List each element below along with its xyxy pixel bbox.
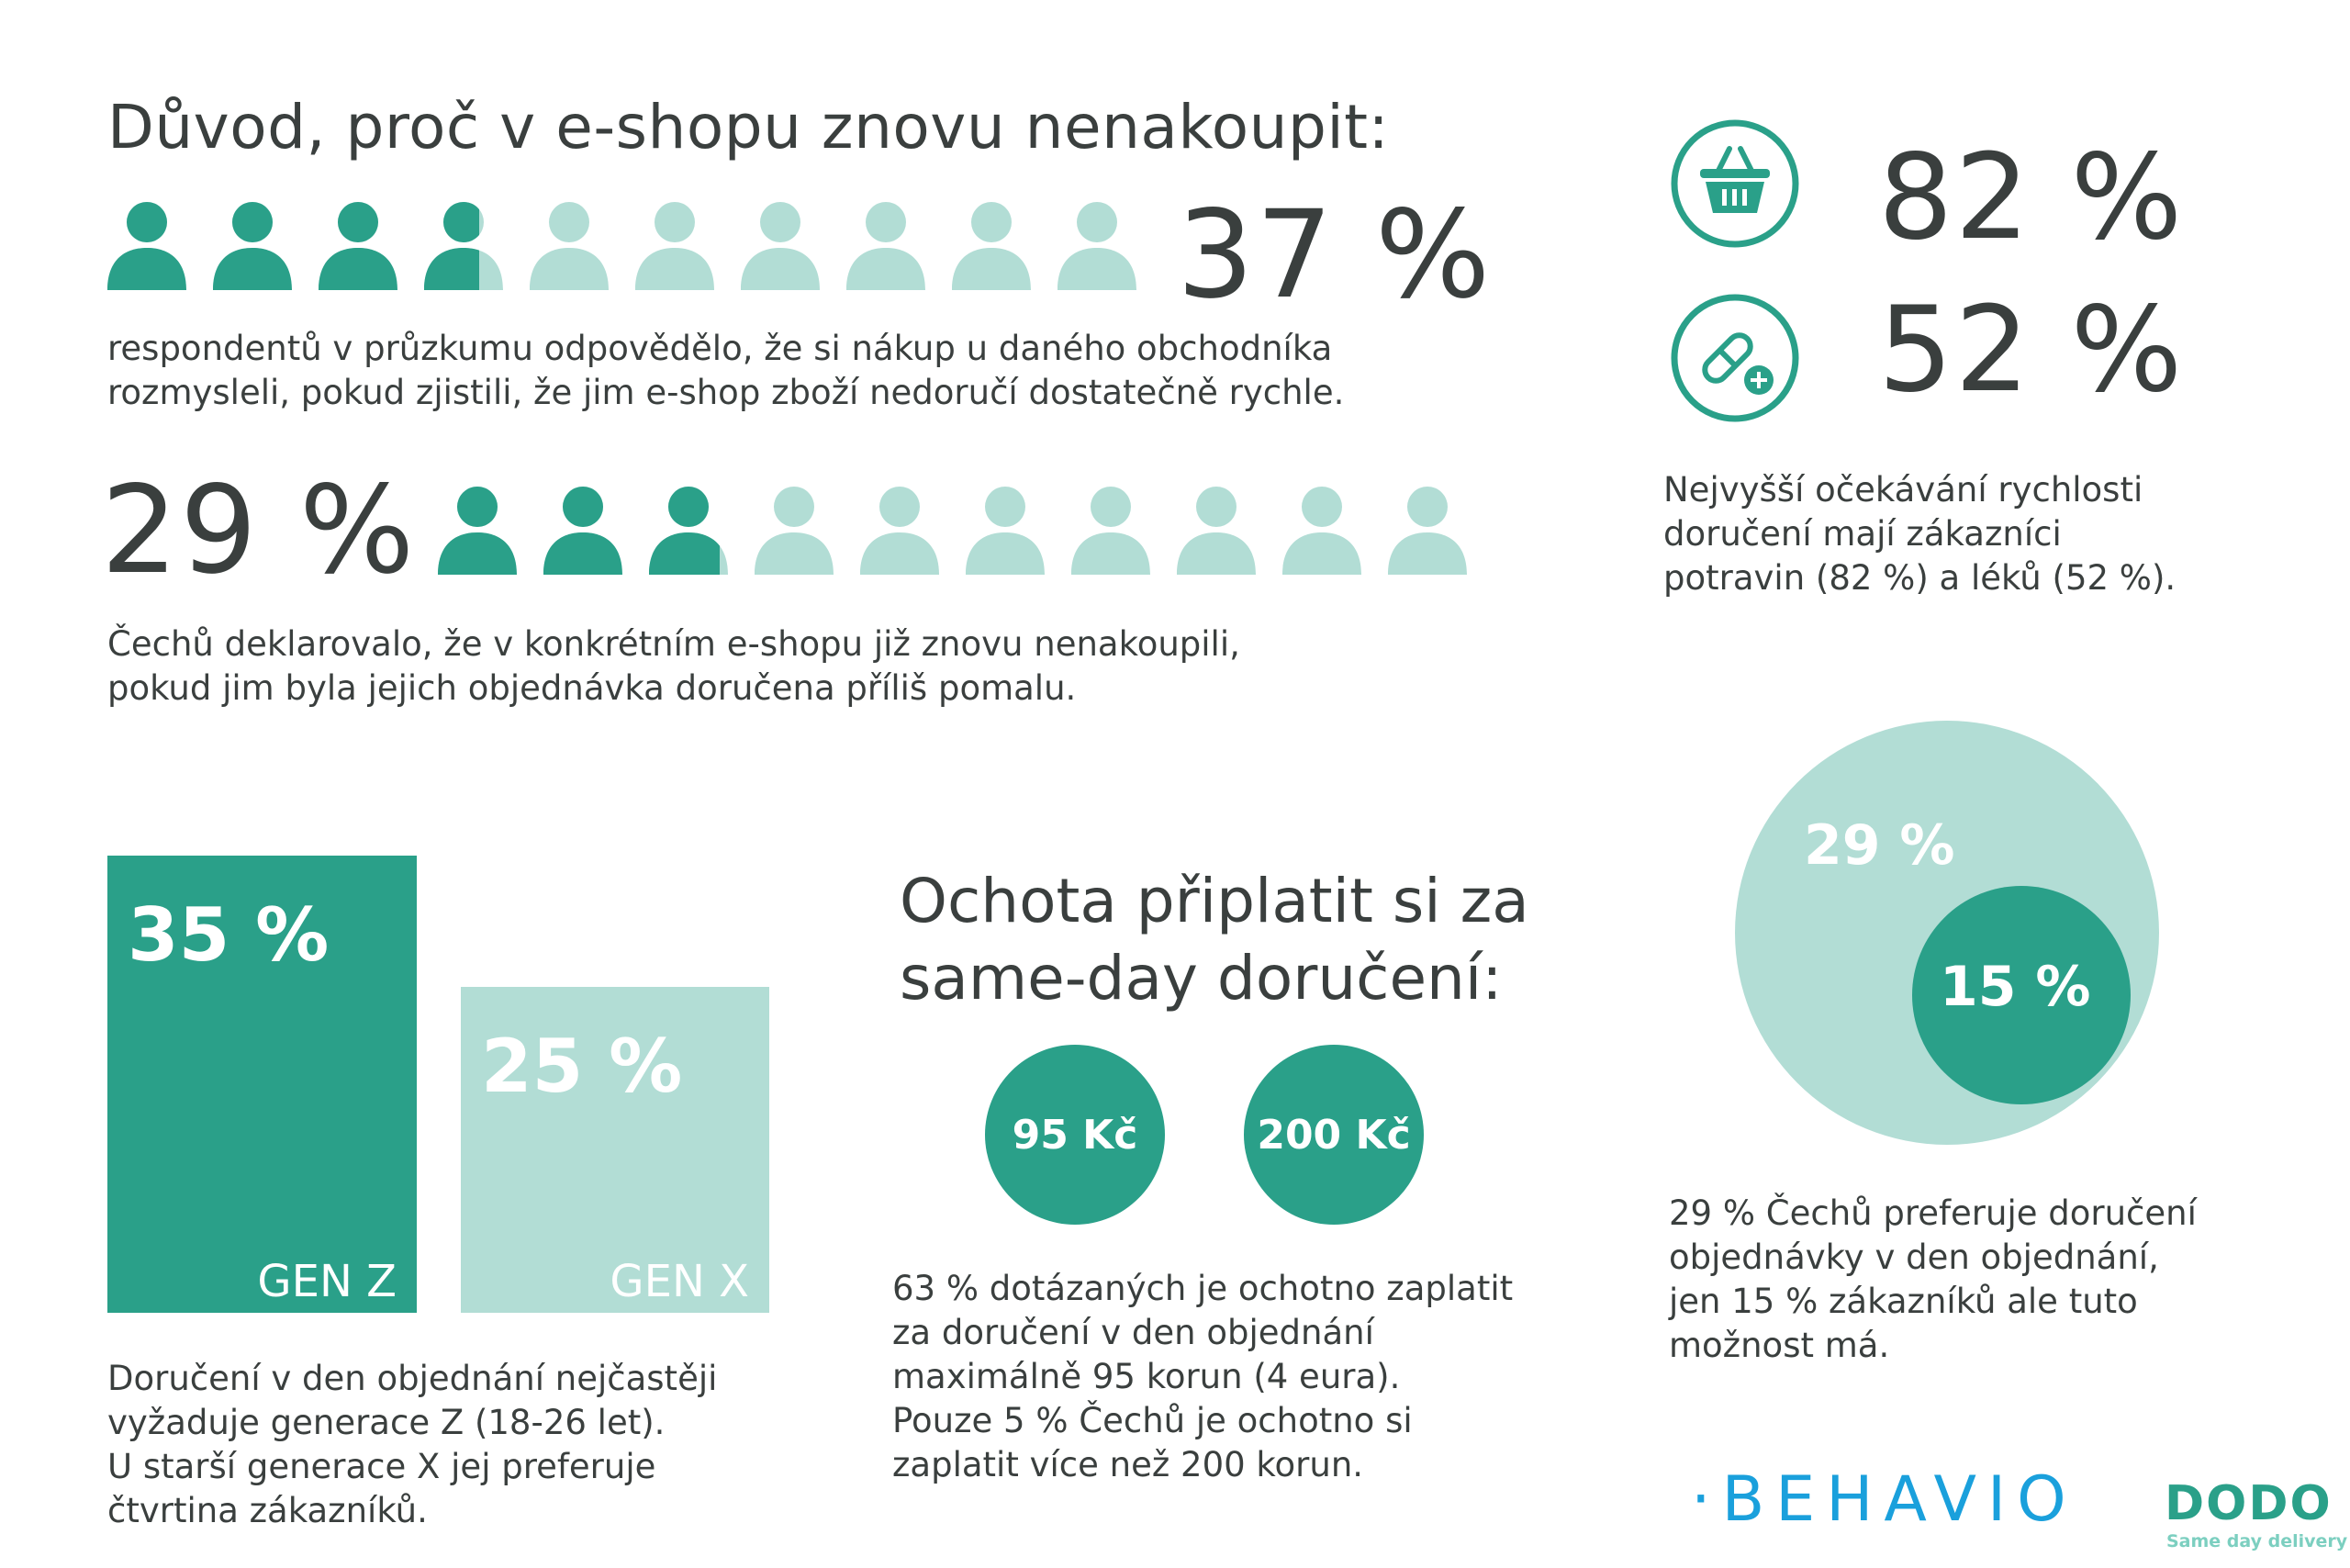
generations-line-2: vyžaduje generace Z (18-26 let). — [107, 1403, 666, 1442]
dodo-logo: DODO — [2165, 1476, 2333, 1531]
willingness-heading-line-2: same-day doručení: — [900, 943, 1503, 1014]
person-icon — [1282, 485, 1361, 575]
have-sameday-circle — [1912, 886, 2131, 1104]
sameday-line-3: jen 15 % zákazníků ale tuto — [1669, 1282, 2138, 1321]
behavio-logo: ·BEHAVIO — [1691, 1463, 2077, 1536]
stat-29-line-2: pokud jim byla jejich objednávka doručen… — [107, 668, 1077, 708]
dodo-tagline: Same day delivery — [2166, 1531, 2348, 1551]
willingness-heading-line-1: Ochota připlatit si za — [900, 866, 1529, 936]
generations-line-4: čtvrtina zákazníků. — [107, 1491, 428, 1530]
stat-29-value: 29 % — [101, 460, 417, 601]
sameday-line-1: 29 % Čechů preferuje doručení — [1669, 1193, 2197, 1233]
expectations-line-2: doručení mají zákazníci — [1663, 514, 2062, 554]
stat-37-line-1: respondentů v průzkumu odpovědělo, že si… — [107, 329, 1333, 368]
stat-37-line-2: rozmysleli, pokud zjistili, že jim e-sho… — [107, 373, 1345, 412]
groceries-value: 82 % — [1878, 129, 2185, 266]
person-icon — [649, 485, 728, 575]
person-icon — [438, 485, 517, 575]
person-icon — [424, 200, 503, 290]
person-icon — [741, 200, 820, 290]
gen-z-value: 35 % — [128, 892, 330, 978]
person-icon — [530, 200, 609, 290]
person-icon — [635, 200, 714, 290]
willingness-line-1: 63 % dotázaných je ochotno zaplatit — [892, 1269, 1514, 1308]
stat-29-line-1: Čechů deklarovalo, že v konkrétním e-sho… — [107, 624, 1240, 664]
person-icon — [1058, 200, 1136, 290]
person-icon — [966, 485, 1045, 575]
willingness-line-3: maximálně 95 korun (4 eura). — [892, 1357, 1401, 1396]
people-icon-row-37 — [107, 200, 1163, 290]
stat-37-value: 37 % — [1177, 185, 1493, 326]
person-icon — [1388, 485, 1467, 575]
person-icon — [213, 200, 292, 290]
stat-29-description: Čechů deklarovalo, že v konkrétním e-sho… — [107, 622, 1240, 711]
price-95-circle: 95 Kč — [985, 1045, 1165, 1225]
gen-x-bar: 25 % GEN X — [461, 987, 769, 1313]
willingness-line-5: zaplatit více než 200 korun. — [892, 1445, 1364, 1484]
prefer-sameday-value: 29 % — [1804, 813, 1955, 878]
gen-x-value: 25 % — [481, 1024, 683, 1109]
expectations-line-3: potravin (82 %) a léků (52 %). — [1663, 558, 2177, 598]
person-icon — [755, 485, 834, 575]
expectations-description: Nejvyšší očekávání rychlosti doručení ma… — [1663, 468, 2176, 600]
willingness-line-2: za doručení v den objednání — [892, 1313, 1374, 1352]
person-icon — [319, 200, 397, 290]
person-icon — [952, 200, 1031, 290]
willingness-heading: Ochota připlatit si za same-day doručení… — [900, 863, 1529, 1017]
stat-37-description: respondentů v průzkumu odpovědělo, že si… — [107, 327, 1344, 415]
generations-line-1: Doručení v den objednání nejčastěji — [107, 1359, 718, 1398]
gen-z-label: GEN Z — [257, 1256, 397, 1307]
sameday-line-2: objednávky v den objednání, — [1669, 1238, 2159, 1277]
page-title: Důvod, proč v e-shopu znovu nenakoupit: — [107, 92, 1390, 162]
person-icon — [860, 485, 939, 575]
shopping-basket-icon — [1669, 118, 1801, 250]
people-icon-row-29 — [438, 485, 1494, 575]
sameday-description: 29 % Čechů preferuje doručení objednávky… — [1669, 1192, 2197, 1368]
have-sameday-value: 15 % — [1940, 955, 2091, 1019]
generations-description: Doručení v den objednání nejčastěji vyža… — [107, 1357, 717, 1533]
person-icon — [543, 485, 622, 575]
willingness-description: 63 % dotázaných je ochotno zaplatit za d… — [892, 1267, 1513, 1487]
sameday-line-4: možnost má. — [1669, 1326, 1890, 1365]
expectations-line-1: Nejvyšší očekávání rychlosti — [1663, 470, 2143, 510]
price-200-circle: 200 Kč — [1244, 1045, 1424, 1225]
gen-x-label: GEN X — [610, 1256, 749, 1307]
gen-z-bar: 35 % GEN Z — [107, 856, 417, 1313]
willingness-line-4: Pouze 5 % Čechů je ochotno si — [892, 1401, 1413, 1440]
person-icon — [846, 200, 925, 290]
generations-line-3: U starší generace X jej preferuje — [107, 1447, 656, 1486]
pill-plus-icon — [1669, 292, 1801, 424]
person-icon — [1071, 485, 1150, 575]
person-icon — [107, 200, 186, 290]
medicine-value: 52 % — [1878, 282, 2185, 419]
person-icon — [1177, 485, 1256, 575]
